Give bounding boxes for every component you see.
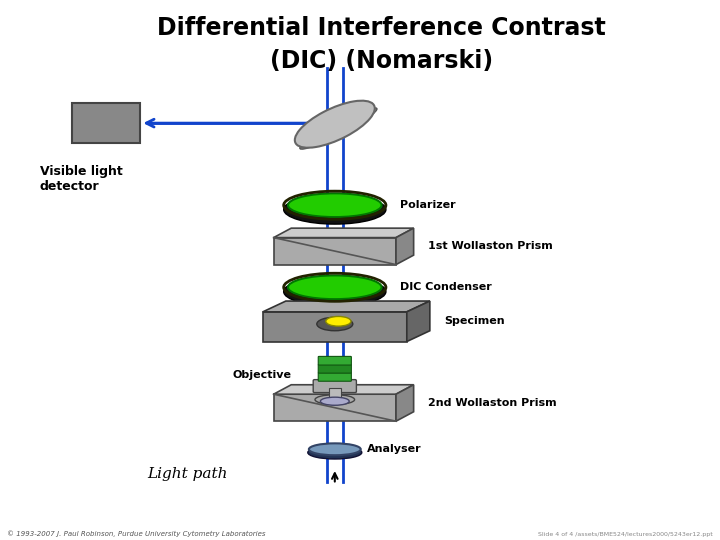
Text: 1st Wollaston Prism: 1st Wollaston Prism — [428, 241, 553, 252]
Bar — [329, 388, 341, 401]
Text: Slide 4 of 4 /assets/BME524/lectures2000/5243er12.ppt: Slide 4 of 4 /assets/BME524/lectures2000… — [538, 532, 713, 537]
FancyBboxPatch shape — [313, 380, 356, 393]
Polygon shape — [407, 301, 430, 342]
Text: Analyser: Analyser — [367, 444, 422, 454]
FancyBboxPatch shape — [318, 364, 351, 373]
Text: Light path: Light path — [147, 467, 228, 481]
Bar — [72, 103, 140, 143]
Ellipse shape — [300, 108, 377, 149]
Ellipse shape — [294, 100, 375, 148]
Ellipse shape — [320, 397, 349, 405]
Ellipse shape — [288, 193, 382, 217]
Text: © 1993-2007 J. Paul Robinson, Purdue University Cytometry Laboratories: © 1993-2007 J. Paul Robinson, Purdue Uni… — [7, 531, 266, 537]
Polygon shape — [396, 228, 413, 265]
Ellipse shape — [309, 443, 361, 455]
Text: Objective: Objective — [233, 370, 292, 380]
FancyBboxPatch shape — [318, 356, 351, 365]
Ellipse shape — [317, 317, 353, 330]
Text: 2nd Wollaston Prism: 2nd Wollaston Prism — [428, 398, 557, 408]
Polygon shape — [274, 228, 413, 238]
Ellipse shape — [284, 195, 386, 224]
Polygon shape — [274, 384, 413, 394]
Ellipse shape — [308, 446, 362, 459]
Ellipse shape — [315, 395, 355, 404]
FancyBboxPatch shape — [318, 373, 351, 381]
Text: Polarizer: Polarizer — [400, 200, 455, 210]
Polygon shape — [396, 384, 413, 421]
Ellipse shape — [288, 275, 382, 299]
Text: Specimen: Specimen — [444, 316, 505, 326]
Ellipse shape — [325, 316, 351, 326]
Ellipse shape — [284, 277, 386, 306]
Text: Differential Interference Contrast: Differential Interference Contrast — [157, 16, 606, 40]
Text: (DIC) (Nomarski): (DIC) (Nomarski) — [270, 49, 493, 72]
Polygon shape — [263, 312, 407, 342]
Polygon shape — [274, 394, 396, 421]
Polygon shape — [263, 301, 430, 312]
Polygon shape — [274, 238, 396, 265]
Text: Visible light
detector: Visible light detector — [40, 165, 122, 193]
Text: DIC Condenser: DIC Condenser — [400, 282, 491, 292]
